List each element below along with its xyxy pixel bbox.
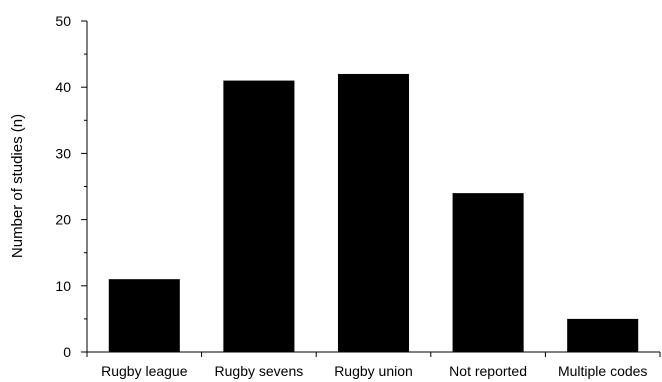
bar-not-reported [452,193,524,352]
x-tick-label: Rugby league [101,363,188,379]
y-tick-label: 10 [55,278,71,294]
y-axis-title: Number of studies (n) [9,114,26,258]
x-tick-label: Not reported [449,363,527,379]
y-tick-label: 40 [55,79,71,95]
x-tick-label: Rugby sevens [215,363,304,379]
y-tick-label: 0 [63,344,71,360]
y-tick-label: 50 [55,13,71,29]
y-axis: 0 10 20 30 40 50 [55,13,88,360]
bar-rugby-union [337,73,410,353]
y-tick-label: 30 [55,145,71,161]
bar-rugby-sevens [223,80,295,352]
bars [108,73,639,353]
x-axis: Rugby league Rugby sevens Rugby union Not r… [86,351,661,379]
x-tick-label: Multiple codes [558,363,648,379]
bar-rugby-league [108,279,180,352]
y-tick-label: 20 [55,212,71,228]
bar-multiple-codes [567,318,639,352]
x-tick-label: Rugby union [334,363,413,379]
